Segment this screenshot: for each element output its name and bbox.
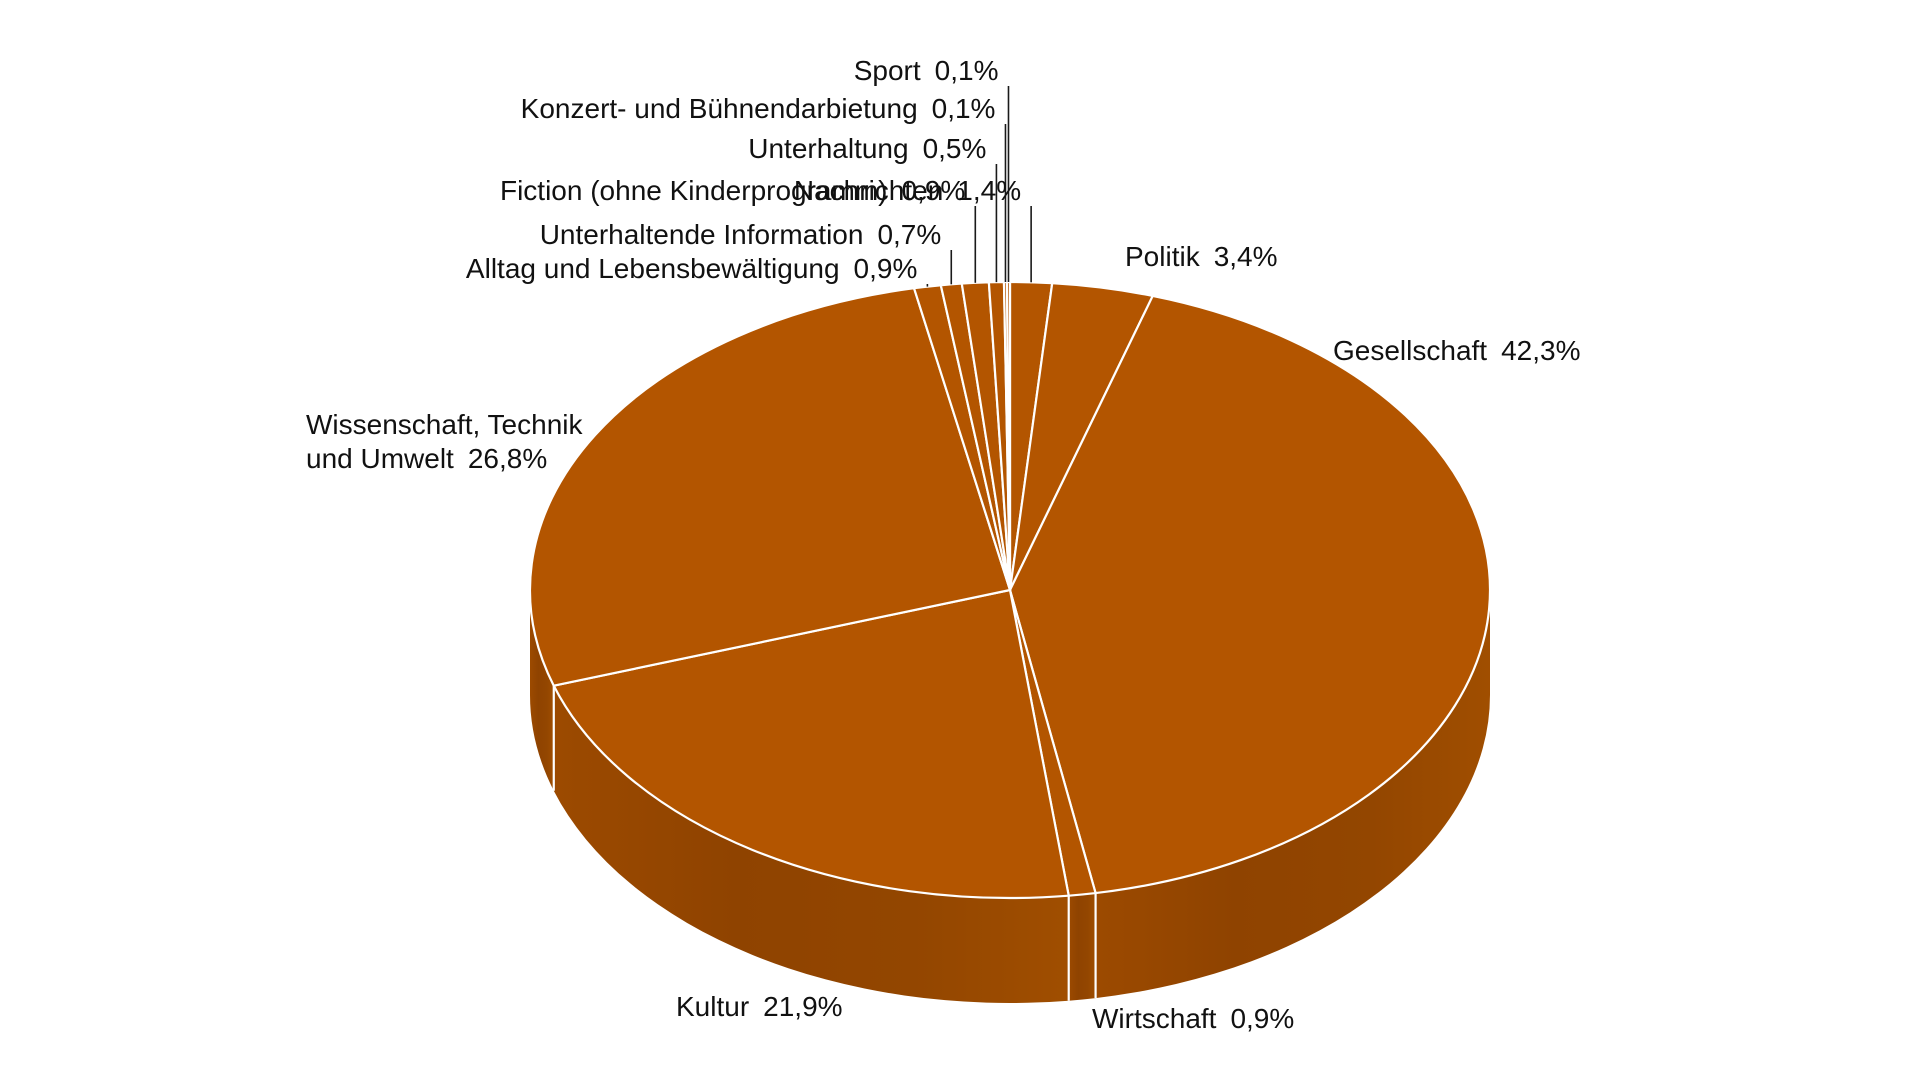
label-wirtschaft: Wirtschaft 0,9% [1092,1003,1294,1034]
slice-sport [1005,280,1012,592]
label-text-wirtschaft: Wirtschaft 0,9% [1092,1003,1294,1034]
side-kultur [553,685,1069,1004]
side-gesellschaft [1095,590,1490,999]
label-text-gesellschaft: Gesellschaft 42,3% [1333,335,1580,366]
label-sport: Sport 0,1% [854,55,999,86]
label-text-nachrichten: Nachrichten 1,4% [794,175,1021,206]
slice-wissenschaft-technik-und-umwelt [528,287,1012,687]
label-unterhaltung: Unterhaltung 0,5% [748,133,986,164]
side-wirtschaft [1068,893,1096,1001]
label-text-unterhaltung: Unterhaltung 0,5% [748,133,986,164]
label-wissenschaft-technik-und-umwelt: Wissenschaft, Technik und Umwelt 26,8% [306,409,583,474]
label-text-sport: Sport 0,1% [854,55,999,86]
label-gesellschaft: Gesellschaft 42,3% [1333,335,1580,366]
label-kultur: Kultur 21,9% [676,991,843,1022]
label-nachrichten: Nachrichten 1,4% [794,175,1021,206]
label-politik: Politik 3,4% [1125,241,1278,272]
label-fiction-ohne-kinderprogramm: Fiction (ohne Kinderprogramm) 0,9% [500,175,965,206]
label-unterhaltende-information: Unterhaltende Information 0,7% [540,219,942,250]
label-text-konzert-und-buehnendarbietung: Konzert- und Bühnendarbietung 0,1% [521,93,996,124]
label-text-politik: Politik 3,4% [1125,241,1278,272]
label-konzert-und-buehnendarbietung: Konzert- und Bühnendarbietung 0,1% [521,93,996,124]
slice-kultur [552,588,1070,900]
label-text-kultur: Kultur 21,9% [676,991,843,1022]
label-alltag-und-lebensbewaeltigung: Alltag und Lebensbewältigung 0,9% [466,253,917,284]
slice-gesellschaft [1008,294,1492,895]
label-text-fiction-ohne-kinderprogramm: Fiction (ohne Kinderprogramm) 0,9% [500,175,965,206]
label-text-wissenschaft-technik-und-umwelt: Wissenschaft, Technik [306,409,583,440]
label-text-wissenschaft-technik-und-umwelt: und Umwelt 26,8% [306,443,547,474]
label-text-unterhaltende-information: Unterhaltende Information 0,7% [540,219,942,250]
label-text-alltag-und-lebensbewaeltigung: Alltag und Lebensbewältigung 0,9% [466,253,917,284]
